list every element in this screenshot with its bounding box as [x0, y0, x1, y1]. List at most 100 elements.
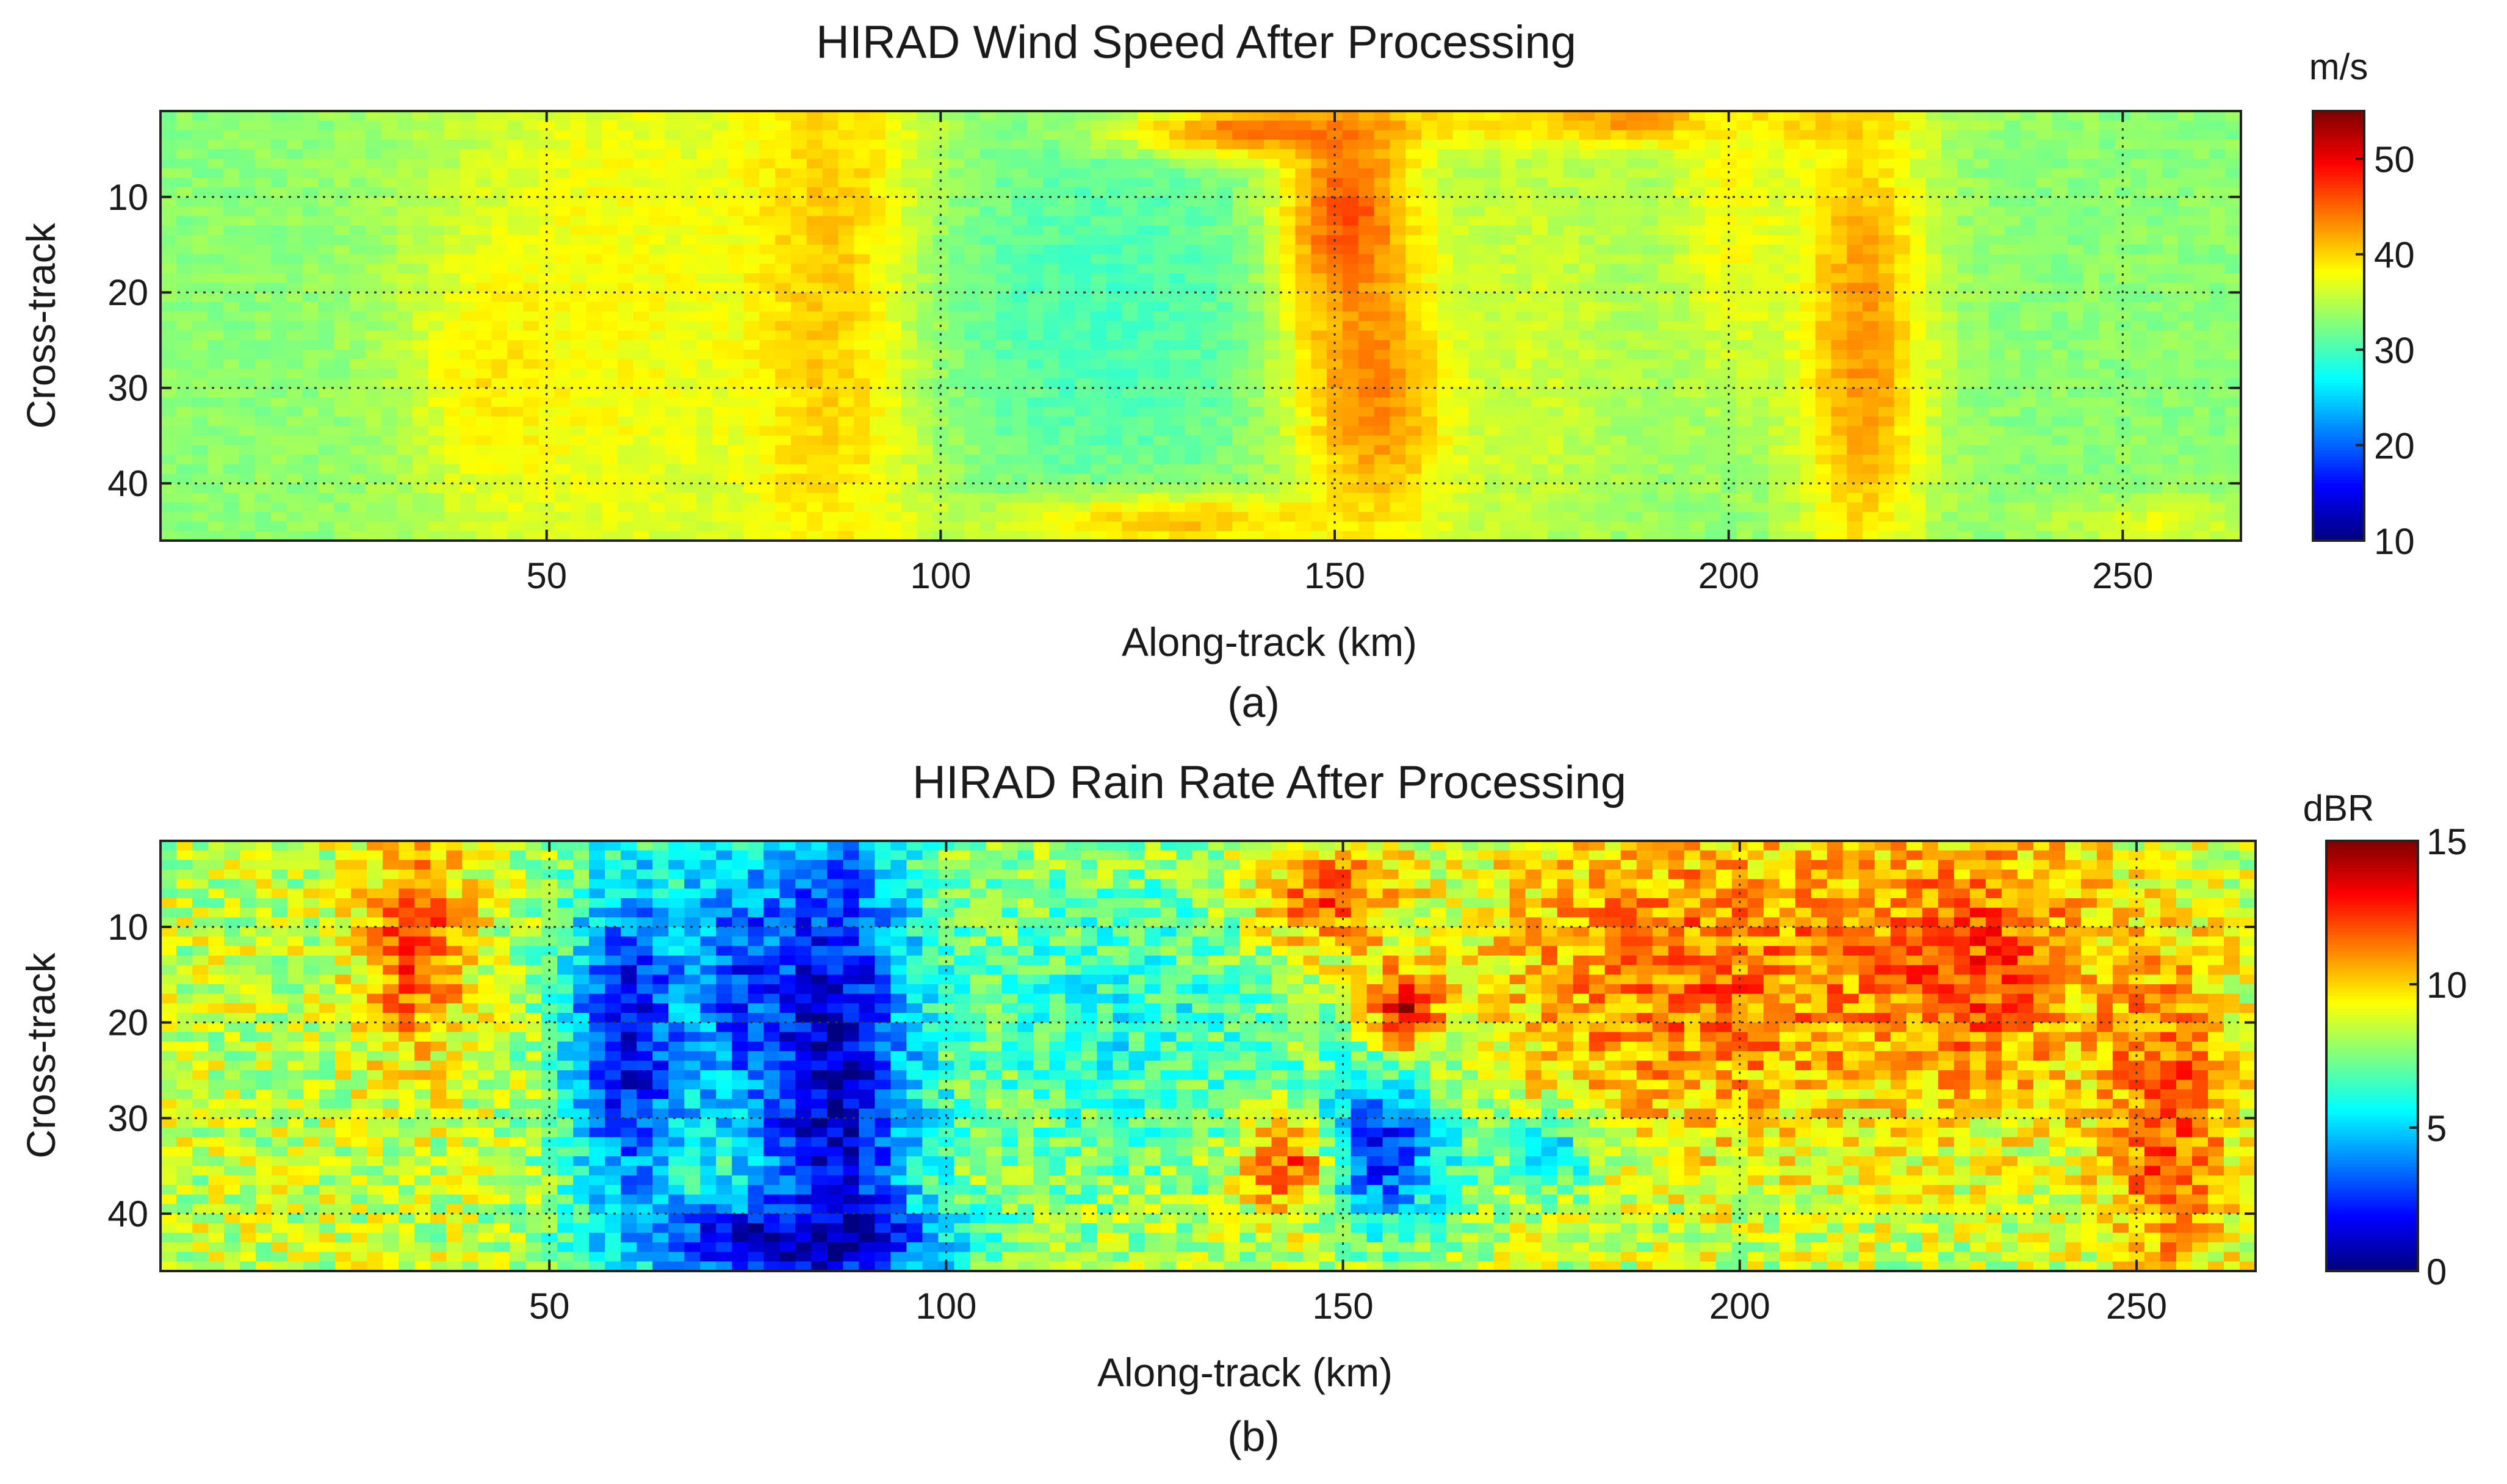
wind-heatmap-cell: [397, 292, 414, 303]
wind-heatmap-cell: [2036, 406, 2052, 417]
wind-heatmap-cell: [1500, 225, 1517, 236]
wind-heatmap-cell: [1216, 397, 1233, 408]
wind-heatmap-cell: [397, 111, 414, 121]
wind-heatmap-cell: [917, 330, 934, 341]
wind-heatmap-cell: [2004, 387, 2021, 398]
wind-heatmap-cell: [806, 245, 823, 255]
wind-heatmap-cell: [696, 387, 713, 398]
wind-heatmap-cell: [2036, 130, 2052, 140]
wind-heatmap-cell: [2225, 139, 2242, 150]
wind-heatmap-cell: [1122, 235, 1138, 245]
wind-heatmap-cell: [759, 216, 776, 226]
wind-heatmap-cell: [1799, 406, 1816, 417]
wind-heatmap-cell: [1247, 350, 1264, 360]
wind-heatmap-cell: [1500, 168, 1517, 179]
wind-heatmap-cell: [775, 359, 792, 370]
wind-heatmap-cell: [1122, 301, 1138, 312]
wind-heatmap-cell: [1815, 397, 1832, 408]
wind-heatmap-cell: [1847, 301, 1863, 312]
wind-heatmap-cell: [2036, 387, 2052, 398]
wind-heatmap-cell: [2225, 245, 2242, 255]
wind-heatmap-cell: [1894, 264, 1911, 274]
wind-heatmap-cell: [1831, 330, 1848, 341]
wind-heatmap-cell: [995, 139, 1012, 150]
wind-heatmap-cell: [2004, 435, 2021, 446]
wind-heatmap-cell: [161, 359, 177, 370]
wind-heatmap-cell: [743, 187, 760, 198]
wind-heatmap-cell: [979, 369, 997, 379]
wind-heatmap-cell: [1894, 464, 1911, 475]
wind-heatmap-cell: [1311, 387, 1327, 398]
wind-heatmap-cell: [2225, 187, 2242, 198]
wind-heatmap-cell: [1342, 464, 1359, 475]
wind-heatmap-cell: [349, 235, 366, 245]
wind-heatmap-cell: [633, 273, 650, 284]
wind-heatmap-cell: [1484, 406, 1501, 417]
wind-heatmap-cell: [1216, 196, 1233, 207]
wind-heatmap-cell: [1295, 139, 1312, 150]
wind-heatmap-cell: [475, 397, 492, 408]
wind-heatmap-cell: [161, 416, 177, 427]
wind-heatmap-cell: [1311, 273, 1327, 284]
wind-heatmap-cell: [1831, 416, 1848, 427]
wind-heatmap-cell: [1626, 397, 1643, 408]
wind-heatmap-cell: [870, 387, 886, 398]
wind-heatmap-cell: [1720, 445, 1737, 455]
wind-heatmap-cell: [1547, 397, 1564, 408]
wind-heatmap-cell: [1831, 187, 1848, 198]
wind-heatmap-cell: [1027, 283, 1044, 294]
wind-heatmap-cell: [1122, 321, 1138, 331]
wind-heatmap-cell: [444, 225, 461, 236]
wind-heatmap-cell: [1452, 330, 1470, 341]
wind-heatmap-cell: [413, 426, 429, 436]
wind-heatmap-cell: [1642, 397, 1659, 408]
wind-heatmap-cell: [334, 159, 350, 169]
wind-heatmap-cell: [444, 264, 461, 274]
wind-heatmap-cell: [932, 416, 950, 427]
wind-heatmap-cell: [2067, 321, 2084, 331]
wind-heatmap-cell: [444, 426, 461, 436]
wind-heatmap-cell: [475, 311, 492, 322]
wind-heatmap-cell: [270, 120, 287, 131]
wind-heatmap-cell: [507, 225, 524, 236]
wind-heatmap-cell: [1626, 292, 1643, 303]
wind-heatmap-cell: [2099, 130, 2116, 140]
wind-heatmap-cell: [2067, 369, 2084, 379]
wind-heatmap-cell: [1720, 387, 1737, 398]
wind-heatmap-cell: [1279, 435, 1296, 446]
wind-heatmap-cell: [1689, 139, 1706, 150]
wind-heatmap-cell: [1200, 397, 1217, 408]
wind-heatmap-cell: [1342, 159, 1359, 169]
wind-heatmap-cell: [1247, 159, 1264, 169]
wind-heatmap-cell: [1863, 397, 1879, 408]
wind-heatmap-cell: [1138, 139, 1154, 150]
wind-heatmap-cell: [1090, 264, 1107, 274]
wind-heatmap-cell: [1311, 178, 1327, 188]
wind-heatmap-cell: [649, 245, 666, 255]
wind-heatmap-cell: [1216, 350, 1233, 360]
wind-heatmap-cell: [995, 330, 1012, 341]
wind-heatmap-cell: [1673, 235, 1690, 245]
wind-heatmap-cell: [1516, 273, 1532, 284]
wind-heatmap-cell: [1720, 120, 1737, 131]
wind-heatmap-cell: [161, 350, 177, 360]
wind-heatmap-cell: [649, 178, 666, 188]
wind-heatmap-cell: [885, 178, 902, 188]
wind-heatmap-cell: [602, 301, 618, 312]
wind-heatmap-cell: [1610, 245, 1627, 255]
wind-heatmap-cell: [633, 445, 650, 455]
wind-heatmap-cell: [1878, 273, 1895, 284]
wind-heatmap-cell: [397, 321, 414, 331]
wind-heatmap-cell: [917, 292, 934, 303]
wind-heatmap-cell: [1784, 464, 1800, 475]
wind-heatmap-cell: [2209, 283, 2226, 294]
wind-heatmap-cell: [1421, 159, 1438, 169]
wind-heatmap-cell: [349, 159, 366, 169]
wind-heatmap-cell: [775, 235, 792, 245]
wind-heatmap-cell: [964, 206, 981, 217]
wind-heatmap-cell: [1232, 397, 1249, 408]
wind-heatmap-cell: [1988, 435, 2005, 446]
wind-heatmap-cell: [1500, 464, 1517, 475]
wind-heatmap-cell: [712, 406, 729, 417]
wind-heatmap-cell: [2083, 330, 2100, 341]
